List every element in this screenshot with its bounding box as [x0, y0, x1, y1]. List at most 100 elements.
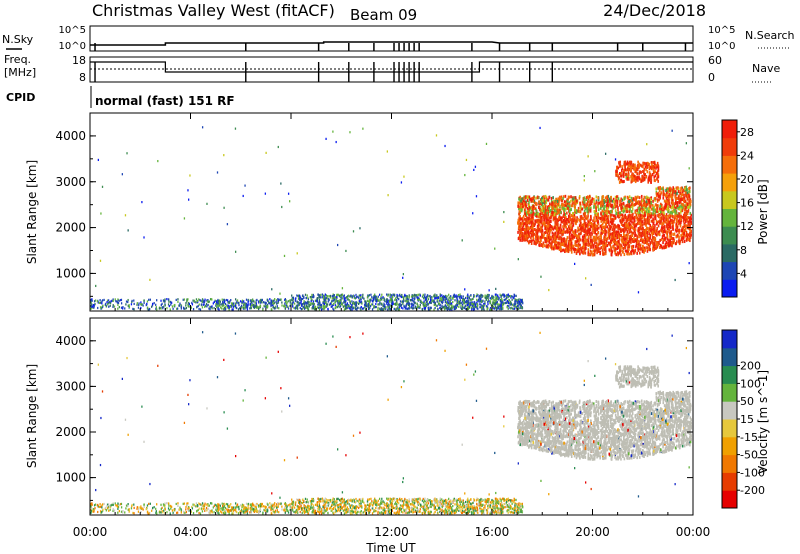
- power-echo-near: [424, 302, 426, 305]
- power-echo-near: [453, 305, 455, 308]
- power-echo-near: [143, 301, 145, 304]
- power-echo-near: [389, 305, 391, 308]
- power-echo-near: [264, 302, 267, 305]
- power-echo-near: [306, 305, 309, 308]
- power-echo-far: [614, 205, 617, 209]
- power-echo-near: [461, 302, 463, 305]
- power-echo-far: [617, 208, 619, 212]
- power-echo-far: [530, 199, 532, 203]
- power-echo-far: [559, 216, 562, 220]
- power-echo-far: [679, 198, 682, 202]
- power-echo-far: [612, 218, 615, 222]
- power-echo-near: [487, 303, 489, 306]
- power-echo-far: [604, 196, 607, 200]
- power-echo-near: [197, 304, 199, 308]
- power-echo-far: [566, 199, 569, 203]
- power-echo-far: [582, 222, 585, 226]
- power-echo-near: [127, 304, 129, 307]
- power-echo-near: [459, 296, 461, 300]
- power-echo-far: [619, 219, 621, 223]
- power-echo-far: [682, 203, 685, 207]
- power-echo-far: [533, 241, 535, 245]
- power-echo-far: [681, 240, 684, 244]
- power-echo-near: [472, 307, 474, 310]
- power-echo-near: [386, 297, 388, 301]
- power-echo-near: [408, 302, 410, 305]
- power-echo-near: [301, 307, 304, 310]
- power-echo-far: [676, 240, 678, 244]
- power-echo-far: [624, 234, 627, 238]
- power-echo-far: [566, 211, 568, 215]
- power-echo-far: [543, 211, 545, 215]
- power-echo-far: [584, 242, 587, 246]
- power-echo-far: [617, 214, 620, 218]
- power-echo-far: [569, 218, 572, 222]
- power-echo-near: [338, 303, 341, 306]
- power-echo-far: [595, 218, 597, 222]
- power-echo-far: [689, 239, 691, 243]
- power-echo-near: [520, 300, 522, 303]
- power-echo-near: [265, 304, 267, 308]
- power-echo-near: [90, 301, 92, 304]
- power-echo-near: [518, 300, 521, 303]
- power-echo-near: [425, 304, 427, 307]
- power-echo-near: [179, 302, 181, 305]
- power-echo-near: [372, 296, 375, 299]
- power-echo-near: [390, 300, 392, 303]
- power-echo-near: [350, 306, 353, 309]
- power-echo-far: [568, 235, 571, 239]
- power-echo-near: [358, 294, 361, 297]
- power-echo-far: [594, 231, 597, 235]
- power-echo-near: [120, 302, 123, 305]
- power-echo-far: [548, 229, 550, 233]
- power-echo-near: [225, 306, 227, 309]
- power-echo-near: [312, 293, 314, 297]
- power-echo-near: [434, 306, 436, 310]
- power-echo-near: [475, 295, 478, 298]
- power-echo-far: [582, 226, 585, 230]
- power-echo-near: [469, 301, 471, 304]
- power-echo-far: [657, 194, 660, 198]
- power-echo-near: [424, 305, 426, 308]
- power-echo-near: [412, 296, 414, 300]
- power-echo-near: [258, 301, 260, 304]
- power-echo-far: [518, 205, 520, 209]
- power-echo-near: [317, 293, 319, 296]
- power-echo-far: [679, 221, 681, 225]
- power-echo-far: [607, 198, 609, 202]
- power-echo-far: [558, 210, 560, 214]
- power-echo-far: [583, 205, 585, 209]
- power-echo-far: [640, 202, 642, 206]
- power-echo-far: [566, 228, 568, 232]
- power-echo-near: [508, 305, 510, 308]
- power-echo-near: [373, 295, 376, 299]
- power-echo-near: [209, 305, 211, 308]
- power-echo-near: [426, 294, 429, 297]
- power-echo-far: [621, 217, 623, 221]
- power-echo-near: [352, 307, 354, 310]
- power-echo-near: [378, 299, 380, 302]
- power-echo-far: [564, 241, 566, 245]
- power-echo-near: [376, 300, 378, 303]
- power-echo-near: [425, 296, 427, 299]
- nsky-panel: N.Sky 10^5 10^0 10^5 10^0 N.Search: [2, 25, 795, 52]
- power-echo-near: [206, 299, 208, 302]
- power-echo-near: [511, 303, 514, 306]
- power-echo-near: [447, 306, 449, 310]
- power-echo-far: [572, 197, 574, 201]
- power-echo-far: [660, 244, 663, 248]
- power-echo-near: [332, 302, 335, 305]
- power-echo-far: [597, 222, 600, 226]
- power-echo-near: [505, 301, 507, 304]
- power-echo-far: [566, 230, 569, 234]
- power-echo-far: [669, 234, 671, 238]
- power-echo-near: [338, 300, 341, 304]
- power-echo-far: [526, 234, 529, 238]
- power-echo-far: [641, 231, 644, 235]
- power-echo-near: [271, 300, 274, 303]
- power-echo-near: [337, 299, 340, 303]
- power-echo-near: [298, 302, 301, 305]
- power-echo-far: [639, 243, 642, 247]
- power-echo-near: [494, 293, 497, 296]
- power-echo-far: [639, 203, 641, 207]
